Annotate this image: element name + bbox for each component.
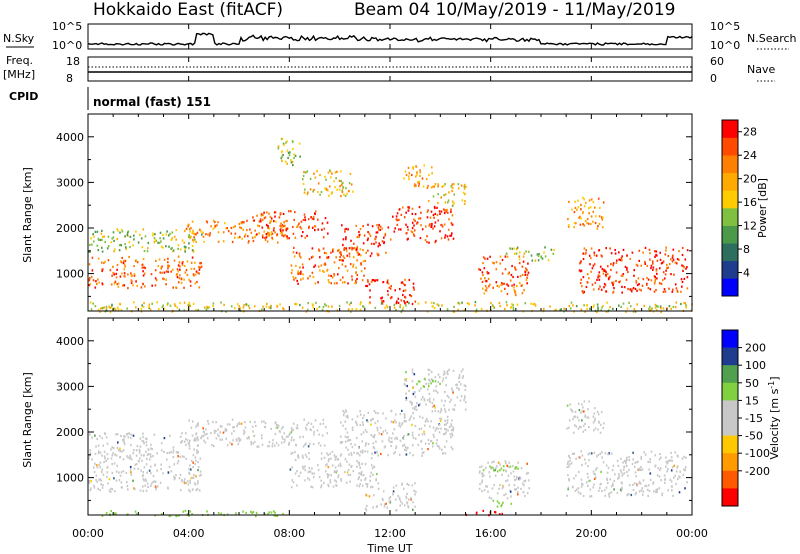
velocity-colorbar: 200 100 50 15 -15 -50 -100 -200 Velocity [m s-1… [721, 329, 782, 507]
nsearch-tick-bottom: 10^0 [710, 39, 740, 52]
cpid-label: CPID [9, 90, 38, 103]
x-tick-label: 20:00 [575, 527, 607, 540]
velocity-colorbar-tick: 200 [745, 342, 766, 355]
y-tick-label: 3000 [56, 176, 84, 189]
power-colorbar-tick: 16 [743, 196, 757, 209]
freq-unit: [MHz] [3, 68, 35, 81]
time-x-axis: 00:00 04:00 08:00 12:00 16:00 20:00 00:00 [72, 24, 708, 540]
x-axis-label: Time UT [366, 542, 412, 554]
velocity-colorbar-tick: -50 [745, 430, 763, 443]
velocity-colorbar-tick: 15 [745, 394, 759, 407]
x-tick-label: 04:00 [173, 527, 205, 540]
x-tick-label: 16:00 [475, 527, 507, 540]
x-tick-label: 00:00 [676, 527, 708, 540]
power-colorbar-tick: 28 [743, 126, 757, 139]
nave-label: Nave [747, 63, 775, 76]
y-tick-label: 1000 [56, 472, 84, 485]
nave-tick-top: 60 [710, 55, 724, 68]
power-panel: 1000 2000 3000 4000 Slant Range [km] [21, 113, 693, 314]
velocity-y-axis: 1000 2000 3000 4000 [56, 335, 692, 501]
nsky-panel: N.Sky 10^5 10^0 10^5 10^0 N.Search [3, 20, 797, 52]
power-colorbar-tick: 4 [743, 267, 750, 280]
x-tick-label: 12:00 [374, 527, 406, 540]
power-colorbar-tick: 24 [743, 149, 757, 162]
velocity-colorbar-tick: -200 [745, 465, 770, 478]
x-tick-label: 00:00 [72, 527, 104, 540]
power-colorbar: 4 8 12 16 20 24 28 Power [dB] [721, 119, 769, 297]
power-data-cells [88, 137, 693, 314]
power-colorbar-tick: 12 [743, 220, 757, 233]
velocity-colorbar-tick: 100 [745, 359, 766, 372]
y-tick-label: 4000 [56, 335, 84, 348]
power-y-axis: 1000 2000 3000 4000 [56, 131, 692, 297]
y-tick-label: 2000 [56, 426, 84, 439]
velocity-colorbar-tick: -100 [745, 447, 770, 460]
power-colorbar-tick: 8 [743, 243, 750, 256]
y-tick-label: 3000 [56, 380, 84, 393]
freq-tick-top: 18 [66, 55, 80, 68]
cpid-value: normal (fast) 151 [93, 95, 211, 109]
x-tick-label: 08:00 [273, 527, 305, 540]
beam-date-title: Beam 04 10/May/2019 - 11/May/2019 [354, 0, 675, 20]
nsky-label: N.Sky [3, 32, 35, 45]
power-colorbar-label: Power [dB] [756, 178, 769, 238]
power-y-label: Slant Range [km] [21, 167, 34, 263]
velocity-colorbar-tick: 50 [745, 377, 759, 390]
nave-tick-bottom: 0 [710, 72, 717, 85]
nsearch-label: N.Search [747, 32, 797, 45]
nsky-trace [87, 32, 693, 46]
velocity-colorbar-tick: -15 [745, 412, 763, 425]
nsky-tick-bottom: 10^0 [52, 39, 82, 52]
freq-tick-bottom: 8 [66, 72, 73, 85]
velocity-y-label: Slant Range [km] [21, 372, 34, 468]
y-tick-label: 2000 [56, 222, 84, 235]
freq-label: Freq. [6, 54, 33, 67]
velocity-colorbar-label: Velocity [m s-1] [767, 376, 782, 459]
nsearch-tick-top: 10^5 [710, 20, 740, 33]
nsky-tick-top: 10^5 [52, 20, 82, 33]
y-tick-label: 1000 [56, 268, 84, 281]
velocity-panel: 1000 2000 3000 4000 Slant Range [km] [21, 317, 693, 518]
y-tick-label: 4000 [56, 131, 84, 144]
power-colorbar-tick: 20 [743, 173, 757, 186]
cpid-panel: CPID normal (fast) 151 [9, 87, 211, 110]
station-title: Hokkaido East (fitACF) [93, 0, 283, 20]
velocity-data-cells [88, 368, 688, 518]
